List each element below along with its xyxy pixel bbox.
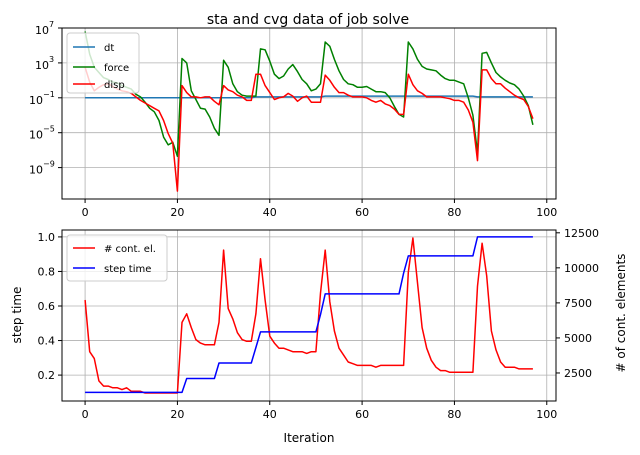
bottom-y-tick-label-right: 7500 xyxy=(564,297,592,310)
top-series xyxy=(84,31,534,192)
top-y-tick-label: 10 xyxy=(29,129,43,142)
top-y-tick-label: 10 xyxy=(35,59,49,72)
bottom-y-tick-label-left: 0.6 xyxy=(38,300,56,313)
bottom-y-tick-label-left: 0.4 xyxy=(38,335,56,348)
legend-label-force: force xyxy=(104,63,129,74)
bottom-legend: # cont. el. step time xyxy=(66,234,168,282)
bottom-x-tick-label: 100 xyxy=(536,408,557,421)
top-legend: dt force disp xyxy=(66,32,140,94)
bottom-x-tick-label: 0 xyxy=(82,408,89,421)
series-line-disp xyxy=(84,67,534,192)
bottom-panel: 0 20 40 60 80 100 0.2 0.4 0.6 0.8 1.0 2500 5000 7500 1… xyxy=(10,227,628,445)
series-line-step-time xyxy=(85,236,533,394)
bottom-legend-box xyxy=(66,234,168,282)
bottom-y-tick-label-right: 2500 xyxy=(564,367,592,380)
legend-label-cont-el: # cont. el. xyxy=(104,244,156,255)
legend-label-dt: dt xyxy=(104,43,114,54)
top-y-tick-label: 10 xyxy=(29,164,43,177)
top-y-tick-exponent: 3 xyxy=(49,55,54,64)
x-axis-label: Iteration xyxy=(284,431,335,445)
bottom-axes-frame xyxy=(61,229,557,402)
top-x-tick-label: 0 xyxy=(82,206,89,219)
legend-label-step-time: step time xyxy=(104,264,151,275)
y-axis-label-left: step time xyxy=(10,287,24,344)
top-x-tick-label: 80 xyxy=(447,206,461,219)
bottom-ticks: 0 20 40 60 80 100 0.2 0.4 0.6 0.8 1.0 2500 5000 7500 1… xyxy=(38,227,600,421)
bottom-y-tick-label-left: 1.0 xyxy=(38,231,56,244)
bottom-y-tick-label-right: 10000 xyxy=(564,262,599,275)
top-y-tick-label: 10 xyxy=(35,24,49,37)
top-y-tick-exponent: −5 xyxy=(43,125,55,134)
bottom-y-tick-label-left: 0.8 xyxy=(38,265,56,278)
chart-title: sta and cvg data of job solve xyxy=(207,12,409,28)
bottom-x-tick-label: 20 xyxy=(170,408,184,421)
bottom-y-tick-label-right: 5000 xyxy=(564,332,592,345)
bottom-y-tick-label-right: 12500 xyxy=(564,227,599,240)
top-y-tick-exponent: 7 xyxy=(49,20,54,29)
top-x-tick-label: 20 xyxy=(170,206,184,219)
top-y-tick-exponent: −9 xyxy=(43,160,55,169)
series-line-force xyxy=(84,31,534,158)
series-line-dt xyxy=(85,95,533,99)
top-y-tick-label: 10 xyxy=(29,94,43,107)
top-legend-box xyxy=(66,32,140,94)
bottom-y-tick-label-left: 0.2 xyxy=(38,369,56,382)
top-x-tick-label: 40 xyxy=(263,206,277,219)
bottom-x-tick-label: 60 xyxy=(355,408,369,421)
legend-label-disp: disp xyxy=(104,80,125,91)
y-axis-label-right: # of cont. elements xyxy=(614,254,628,373)
top-x-tick-label: 60 xyxy=(355,206,369,219)
top-x-tick-label: 100 xyxy=(536,206,557,219)
top-axes-frame xyxy=(61,27,557,200)
top-y-tick-exponent: −1 xyxy=(43,90,55,99)
bottom-x-tick-label: 40 xyxy=(263,408,277,421)
bottom-series xyxy=(84,236,533,394)
bottom-x-tick-label: 80 xyxy=(447,408,461,421)
